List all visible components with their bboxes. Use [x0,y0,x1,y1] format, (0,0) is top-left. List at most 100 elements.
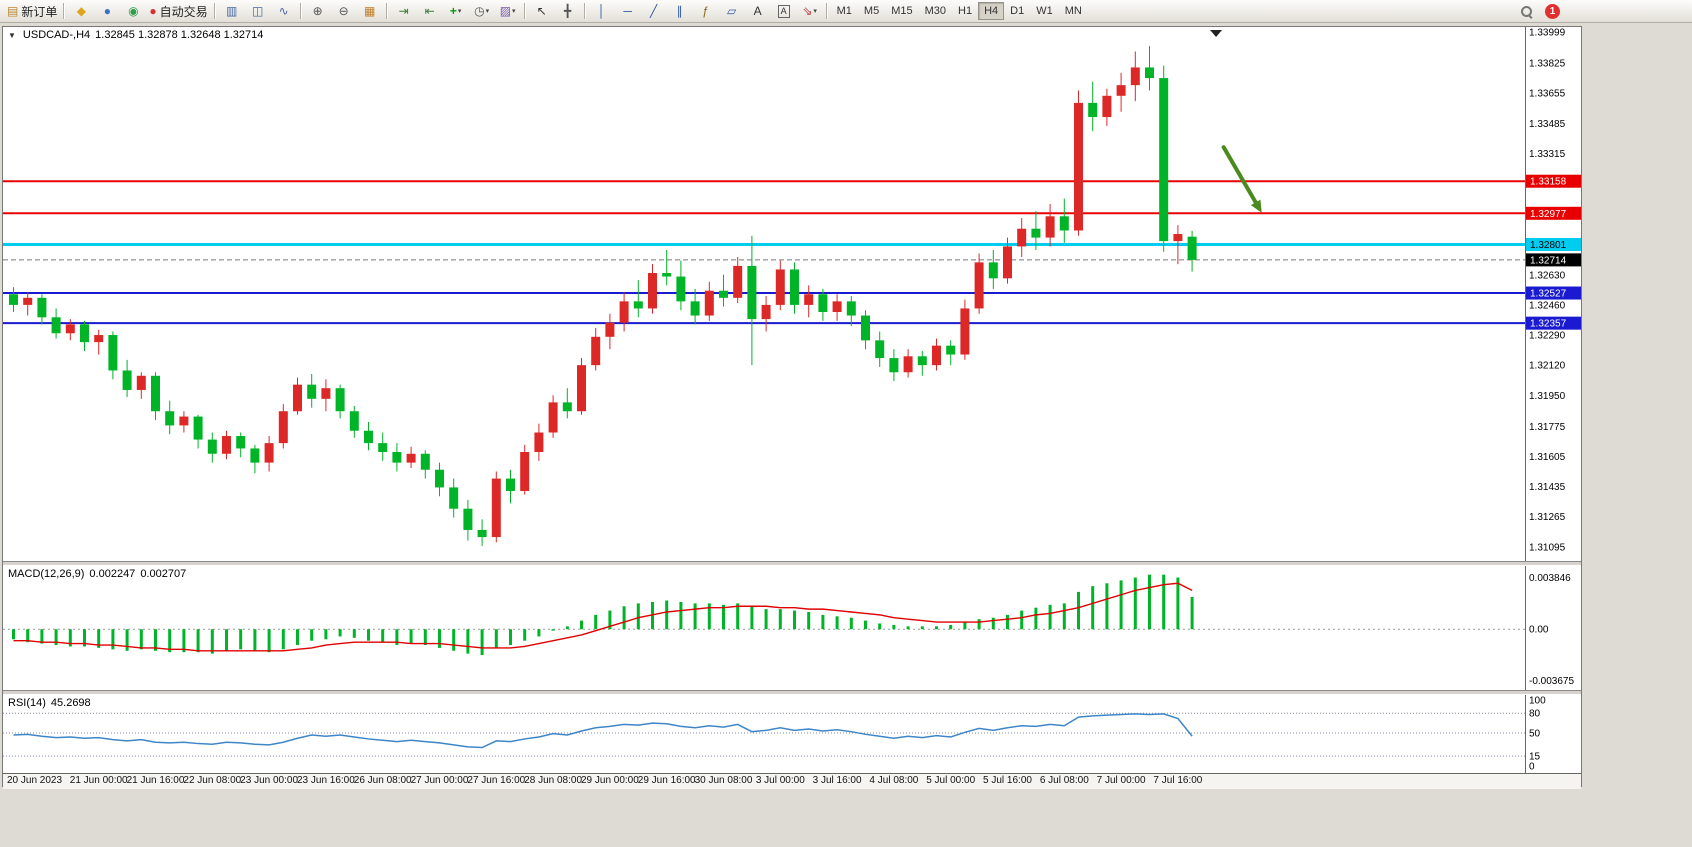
horizontal-line-button[interactable]: ─ [615,0,641,22]
candle [719,274,728,307]
candle [1116,72,1126,112]
zoom-in-button[interactable]: ⊕ [305,0,331,22]
new-order-button[interactable]: ▤ 新订单 [4,0,60,22]
candle [520,444,530,495]
time-axis-label: 29 Jun 00:00 [580,775,639,786]
timeframe-m1-button[interactable]: M1 [836,5,852,17]
candle [790,262,799,314]
resistance-line-2-tag: 1.32977 [1526,206,1581,220]
timeframe-d1-button[interactable]: D1 [1010,5,1025,17]
collapse-icon[interactable]: ▼ [8,30,16,40]
crosshair-button[interactable]: ╋ [555,0,581,22]
bar-chart-button[interactable]: ▥ [219,0,245,22]
candle [1031,210,1041,250]
templates-button[interactable]: ▨ ▾ [495,0,521,22]
candle [903,349,913,378]
candle [23,292,33,316]
vertical-line-button[interactable]: │ [589,0,615,22]
candle [94,329,104,355]
channel-button[interactable]: ∥ [667,0,693,22]
candle [293,377,302,415]
profile-button[interactable]: ● [94,0,120,22]
toolbar-separator [385,3,388,19]
candle [577,358,586,415]
cursor-button[interactable]: ↖ [529,0,555,22]
label-button[interactable]: A [771,0,797,22]
candle [1187,230,1197,272]
autotrading-button[interactable]: ● 自动交易 [146,0,210,22]
price-panel[interactable]: 1.33999 1.33825 1.33655 1.33485 1.33315 1.331… [3,27,1581,561]
macd-header: MACD(12,26,9) 0.002247 0.002707 [8,568,186,580]
macd-chart[interactable]: 0.003846 0.00 -0.003675 [3,566,1581,690]
fibonacci-button[interactable]: ƒ [693,0,719,22]
candle [747,235,757,366]
arrows-icon: ⇘ [802,4,813,18]
panel-splitter[interactable] [3,690,1581,695]
candle [775,260,785,311]
time-axis[interactable]: 20 Jun 2023 21 Jun 00:00 21 Jun 16:00 22 Ju… [3,773,1581,789]
time-axis-label: 7 Jul 00:00 [1096,775,1146,786]
candle-chart-icon: ◫ [251,4,264,18]
trendline-button[interactable]: ╱ [641,0,667,22]
rsi-title: RSI(14) [8,697,46,709]
timeframe-m5-button[interactable]: M5 [863,5,880,17]
bid-price-line-tag: 1.32714 [1526,253,1581,267]
candle [1102,88,1112,126]
arrows-button[interactable]: ⇘ ▾ [797,0,823,22]
rsi-chart[interactable]: 100 80 50 150 [3,695,1581,773]
candle [207,432,217,463]
text-button[interactable]: A [745,0,771,22]
panel-splitter[interactable] [3,561,1581,566]
candle [1003,237,1012,284]
arrow-annotation[interactable] [1221,145,1262,213]
vertical-line-icon: │ [597,4,606,18]
time-axis-label: 7 Jul 16:00 [1153,775,1203,786]
candle [463,499,473,541]
timeframe-m15-button[interactable]: M15 [891,5,913,17]
timeframe-h4-button[interactable]: H4 [978,2,1005,20]
timeframe-group: M1 M5 M15 M30 H1 H4 D1 W1 MN [831,2,1088,20]
timeframe-w1-button[interactable]: W1 [1036,5,1053,17]
candle-chart-button[interactable]: ◫ [245,0,271,22]
caret-icon: ▾ [813,8,817,15]
candle [761,296,771,332]
fibonacci-icon: ƒ [702,4,709,18]
notification-badge[interactable]: 1 [1545,3,1560,19]
price-axis-label: 1.31775 [1529,422,1566,433]
timeframe-mn-button[interactable]: MN [1064,5,1082,17]
caret-icon: ▾ [512,8,516,15]
candle [378,432,388,461]
candle [51,308,61,339]
line-chart-button[interactable]: ∿ [271,0,297,22]
timeframe-m30-button[interactable]: M30 [924,5,946,17]
chart-shift-button[interactable]: ⇤ [417,0,443,22]
price-axis-label: 1.33655 [1529,89,1566,100]
tile-windows-button[interactable]: ▦ [357,0,383,22]
svg-text:1.33158: 1.33158 [1530,177,1567,188]
macd-panel[interactable]: 0.003846 0.00 -0.003675 MACD(12,26,9) 0.002… [3,566,1581,690]
chart-shift-icon: ⇤ [424,4,435,18]
price-chart[interactable]: 1.33999 1.33825 1.33655 1.33485 1.33315 1.331… [3,27,1581,561]
indicators-button[interactable]: + ▾ [443,0,469,22]
price-axis-label: 1.31605 [1529,452,1566,463]
market-button[interactable]: ◉ [120,0,146,22]
auto-scroll-button[interactable]: ⇥ [391,0,417,22]
time-axis-label: 27 Jun 00:00 [410,775,469,786]
search-button[interactable] [1513,0,1539,22]
toolbar-separator [213,3,216,19]
time-axis-label: 29 Jun 16:00 [637,775,696,786]
periods-button[interactable]: ◷ ▾ [469,0,495,22]
timeframe-h1-button[interactable]: H1 [958,5,973,17]
shapes-button[interactable]: ▱ [719,0,745,22]
support-line-1-tag: 1.32527 [1526,286,1581,300]
candle [633,280,643,318]
rsi-panel[interactable]: 100 80 50 15 0 RSI(14) 45.2698 [3,695,1581,773]
bar-chart-icon: ▥ [225,4,238,18]
zoom-out-button[interactable]: ⊖ [331,0,357,22]
templates-icon: ▨ [499,4,512,18]
price-axis-label: 1.31435 [1529,482,1566,493]
metaeditor-button[interactable]: ◆ [68,0,94,22]
candle [619,292,629,332]
time-axis-label: 3 Jul 16:00 [812,775,862,786]
chart-shift-marker-icon[interactable] [1210,30,1223,37]
